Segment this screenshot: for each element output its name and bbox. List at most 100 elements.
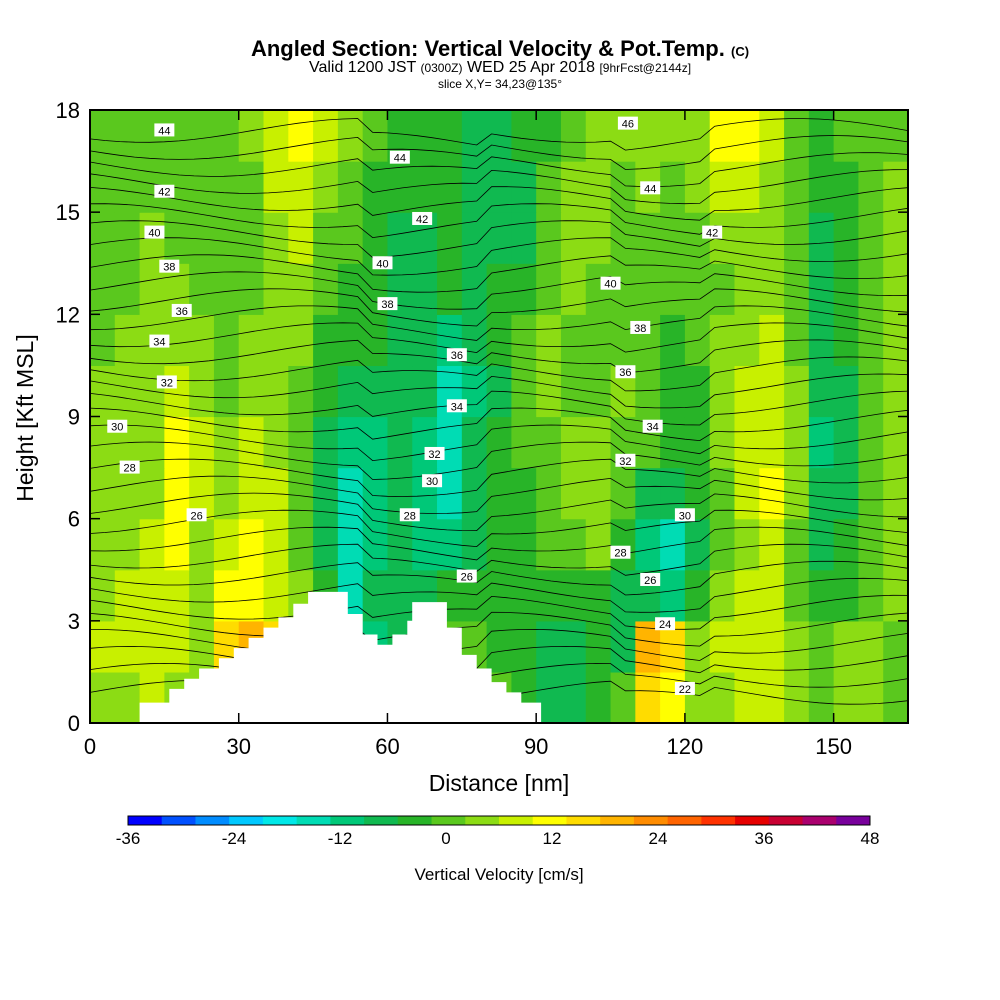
isentrope-label-text: 38 bbox=[381, 299, 393, 311]
velocity-cell bbox=[511, 518, 537, 571]
velocity-cell bbox=[511, 620, 537, 673]
isentrope-label-text: 34 bbox=[153, 337, 165, 349]
isentrope-label-bg bbox=[642, 419, 663, 433]
isentrope-line bbox=[89, 237, 909, 276]
velocity-cell bbox=[362, 569, 389, 622]
velocity-cell bbox=[660, 161, 686, 213]
velocity-cell bbox=[412, 518, 438, 571]
velocity-cell bbox=[437, 110, 463, 162]
velocity-cell bbox=[437, 416, 463, 469]
isentrope-line bbox=[89, 254, 909, 293]
velocity-cell bbox=[808, 161, 835, 213]
isentrope-label-text: 30 bbox=[426, 476, 438, 488]
isentrope-label-bg bbox=[119, 460, 140, 474]
velocity-cell bbox=[536, 569, 562, 622]
isentrope-label: 30 bbox=[422, 474, 443, 488]
isentrope-label-text: 30 bbox=[679, 510, 691, 522]
isentrope-label: 38 bbox=[159, 259, 180, 274]
velocity-cell bbox=[288, 212, 314, 264]
velocity-cell bbox=[362, 314, 389, 367]
velocity-cell bbox=[883, 518, 909, 571]
colorbar-segment bbox=[128, 816, 163, 825]
velocity-cell bbox=[610, 518, 636, 571]
velocity-cell bbox=[437, 161, 463, 213]
colorbar-segment bbox=[701, 816, 736, 825]
y-tick-label: 0 bbox=[68, 711, 80, 736]
isentrope-label-text: 36 bbox=[619, 367, 631, 379]
velocity-cell bbox=[560, 365, 587, 418]
velocity-cell bbox=[536, 314, 562, 367]
velocity-cell bbox=[238, 416, 265, 469]
velocity-cell bbox=[263, 314, 289, 367]
isentrope-line bbox=[89, 135, 909, 170]
velocity-cell bbox=[734, 416, 760, 469]
velocity-cell bbox=[461, 416, 488, 469]
isentrope-label-bg bbox=[399, 508, 420, 522]
colorbar-segment bbox=[364, 816, 399, 825]
isentrope-label-text: 40 bbox=[376, 258, 388, 270]
velocity-cell bbox=[189, 161, 215, 213]
isentrope-label-bg bbox=[171, 303, 192, 317]
velocity-cell bbox=[263, 416, 289, 469]
isentrope-label-bg bbox=[144, 225, 165, 239]
velocity-cell bbox=[536, 212, 562, 264]
isentrope-label-bg bbox=[156, 375, 177, 389]
velocity-cell bbox=[585, 620, 612, 673]
colorbar-segment bbox=[802, 816, 837, 825]
velocity-cell bbox=[684, 671, 711, 724]
colorbar-tick-label: -12 bbox=[328, 829, 353, 848]
isentrope-label-bg bbox=[422, 474, 443, 488]
velocity-cell bbox=[759, 467, 785, 520]
colorbar-segment bbox=[566, 816, 601, 825]
isentrope-label-text: 26 bbox=[190, 510, 202, 522]
isentrope-line bbox=[89, 305, 909, 341]
isentrope-label: 36 bbox=[171, 303, 192, 318]
velocity-cell bbox=[833, 365, 860, 418]
velocity-cell bbox=[511, 212, 537, 264]
velocity-cell bbox=[560, 467, 587, 520]
velocity-cell bbox=[784, 416, 810, 469]
isentrope-label: 38 bbox=[630, 320, 651, 335]
velocity-cell bbox=[437, 518, 463, 571]
velocity-cell bbox=[536, 110, 562, 162]
velocity-cell bbox=[883, 212, 909, 264]
velocity-cell bbox=[337, 314, 364, 367]
isentrope-label-text: 42 bbox=[158, 187, 170, 199]
isentrope-label-bg bbox=[154, 123, 175, 137]
isentrope-line bbox=[89, 339, 909, 374]
isentrope-label: 40 bbox=[372, 256, 393, 270]
velocity-cell bbox=[263, 161, 289, 213]
velocity-cell bbox=[585, 671, 612, 724]
velocity-cell bbox=[684, 110, 711, 162]
isentrope-line bbox=[89, 186, 909, 221]
velocity-cell bbox=[288, 161, 314, 213]
velocity-cell bbox=[238, 110, 265, 162]
velocity-cell bbox=[660, 110, 686, 162]
colorbar-segment bbox=[465, 816, 500, 825]
velocity-cell bbox=[759, 671, 785, 724]
velocity-cell bbox=[660, 263, 686, 315]
velocity-cell bbox=[883, 263, 909, 315]
isentrope-label-bg bbox=[412, 211, 433, 225]
velocity-cell bbox=[90, 212, 116, 264]
velocity-cell bbox=[808, 416, 835, 469]
y-tick-label: 9 bbox=[68, 405, 80, 430]
isentrope-label: 24 bbox=[655, 617, 676, 631]
velocity-cell bbox=[858, 365, 884, 418]
isentrope-label-bg bbox=[615, 453, 636, 467]
velocity-cell bbox=[461, 212, 488, 264]
isentrope-line bbox=[89, 322, 909, 354]
velocity-cell bbox=[114, 110, 141, 162]
colorbar-segment bbox=[431, 816, 466, 825]
isentrope-label-bg bbox=[610, 545, 631, 559]
velocity-cell bbox=[684, 569, 711, 622]
velocity-cell bbox=[313, 263, 339, 315]
velocity-cell bbox=[189, 365, 215, 418]
velocity-cell bbox=[114, 467, 141, 520]
x-tick-label: 60 bbox=[375, 734, 399, 759]
velocity-cell bbox=[90, 569, 116, 622]
isentrope-label-bg bbox=[702, 225, 723, 239]
velocity-cell bbox=[759, 569, 785, 622]
colorbar-segment bbox=[229, 816, 264, 825]
